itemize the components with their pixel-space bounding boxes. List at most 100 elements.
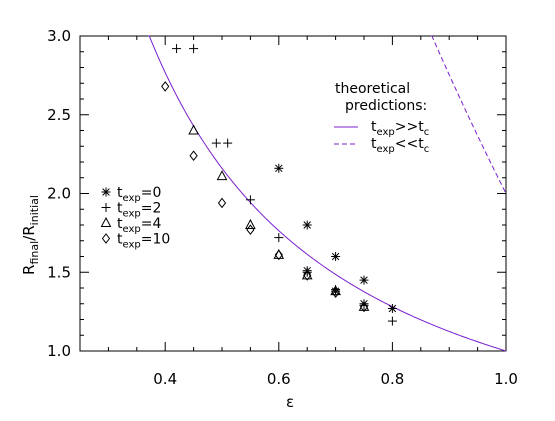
y-label-mid: /R xyxy=(20,225,38,240)
x-tick-label: 0.6 xyxy=(267,370,291,388)
point-plus-1 xyxy=(189,44,199,54)
dia xyxy=(161,81,170,92)
point-triangle-0 xyxy=(188,124,199,135)
tri xyxy=(100,216,112,227)
plot-axes xyxy=(79,35,507,352)
ast-d2 xyxy=(275,164,283,173)
dia xyxy=(331,287,340,299)
x-axis-label: ε xyxy=(286,393,294,411)
tri xyxy=(188,124,199,135)
legend-rest: =4 xyxy=(141,216,162,232)
x-tick-label: 1.0 xyxy=(494,370,518,388)
y-label-sub1: final xyxy=(28,241,41,265)
legend-marker-asterisk xyxy=(101,187,111,197)
tl-t: t xyxy=(371,119,377,135)
point-diamond-2 xyxy=(217,197,227,209)
x-tick-label: 0.8 xyxy=(380,370,404,388)
legend-marker-triangle xyxy=(100,216,112,227)
point-diamond-6 xyxy=(331,287,340,299)
tri xyxy=(216,170,228,181)
point-diamond-4 xyxy=(274,249,283,261)
tl-sub2: c xyxy=(424,144,430,155)
legend-label-diamond: texp=10 xyxy=(117,232,170,251)
tl-sub1: exp xyxy=(377,127,395,138)
y-label-base: R xyxy=(20,265,38,275)
point-diamond-0 xyxy=(161,81,170,92)
legend-label-asterisk: texp=0 xyxy=(117,185,161,204)
tl-mid: >>t xyxy=(395,119,424,135)
point-plus-9 xyxy=(387,316,397,326)
y-label-sub2: initial xyxy=(28,195,41,225)
point-triangle-1 xyxy=(216,170,228,181)
dia xyxy=(246,224,255,236)
point-plus-4 xyxy=(245,195,255,205)
theory-legend-title-2: predictions: xyxy=(345,98,427,114)
point-triangle-4 xyxy=(301,269,313,280)
point-diamond-1 xyxy=(189,150,198,162)
tl-t: t xyxy=(371,136,377,152)
point-plus-5 xyxy=(274,233,284,243)
tl-sub2: c xyxy=(424,127,430,138)
legend-sub: exp xyxy=(123,193,141,204)
legend-sub: exp xyxy=(123,240,141,251)
ast-d2 xyxy=(102,188,110,196)
dia xyxy=(274,249,283,261)
tl-sub1: exp xyxy=(377,144,395,155)
theory-curves xyxy=(148,35,507,352)
theory-legend-label-dashed: texp<<tc xyxy=(371,136,429,155)
legend-sub: exp xyxy=(123,224,141,235)
legend-rest: =0 xyxy=(141,185,162,201)
ast-d2 xyxy=(360,276,368,284)
tri xyxy=(301,269,313,280)
theory-curve-solid xyxy=(148,35,507,352)
dia xyxy=(101,233,111,244)
point-asterisk-2 xyxy=(331,252,341,261)
point-triangle-6 xyxy=(358,300,370,311)
legend-marker-diamond xyxy=(101,233,111,244)
data-markers xyxy=(161,44,397,326)
point-plus-2 xyxy=(211,138,221,148)
point-asterisk-1 xyxy=(302,220,312,230)
legend-marker-plus xyxy=(101,203,111,212)
y-axis-label: Rfinal/Rinitial xyxy=(20,195,41,275)
legend-rest: =2 xyxy=(141,201,162,217)
legend-label-plus: texp=2 xyxy=(117,201,161,220)
legend-label-triangle: texp=4 xyxy=(117,216,161,235)
point-plus-3 xyxy=(223,138,233,148)
ast-d2 xyxy=(303,221,311,229)
ast-d2 xyxy=(331,252,340,261)
tri xyxy=(358,300,370,311)
legend-t: t xyxy=(117,232,123,248)
point-asterisk-3 xyxy=(359,275,369,285)
tri xyxy=(273,248,285,259)
y-tick-label: 1.5 xyxy=(47,263,71,281)
y-tick-label: 2.0 xyxy=(47,185,71,203)
legend-t: t xyxy=(117,185,123,201)
theory-curve-dashed xyxy=(431,35,507,194)
dia xyxy=(303,270,312,281)
legend-t: t xyxy=(117,216,123,232)
dia xyxy=(189,150,198,162)
ast-d2 xyxy=(388,304,397,313)
point-plus-0 xyxy=(172,44,182,54)
point-triangle-2 xyxy=(245,218,256,229)
dia xyxy=(217,197,227,209)
point-diamond-5 xyxy=(303,270,312,281)
y-tick-label: 2.5 xyxy=(47,106,71,124)
theory-legend-label-solid: texp>>tc xyxy=(371,119,429,138)
y-tick-label: 1.0 xyxy=(47,342,71,360)
tri xyxy=(245,218,256,229)
theory-legend-title-1: theoretical xyxy=(335,81,410,97)
y-tick-label: 3.0 xyxy=(47,27,71,45)
tl-mid: <<t xyxy=(395,136,424,152)
tick-labels: 0.4 0.6 0.8 1.0 1.0 1.5 2.0 2.5 3.0 xyxy=(47,27,518,388)
point-plus-6 xyxy=(302,267,312,277)
point-triangle-3 xyxy=(273,248,285,259)
point-asterisk-0 xyxy=(274,163,284,173)
dia xyxy=(359,301,369,313)
x-tick-label: 0.4 xyxy=(153,370,177,388)
legend-rest: =10 xyxy=(141,232,171,248)
legend-t: t xyxy=(117,201,123,217)
legends: texp=0texp=2texp=4texp=10theoreticalpred… xyxy=(100,81,429,251)
